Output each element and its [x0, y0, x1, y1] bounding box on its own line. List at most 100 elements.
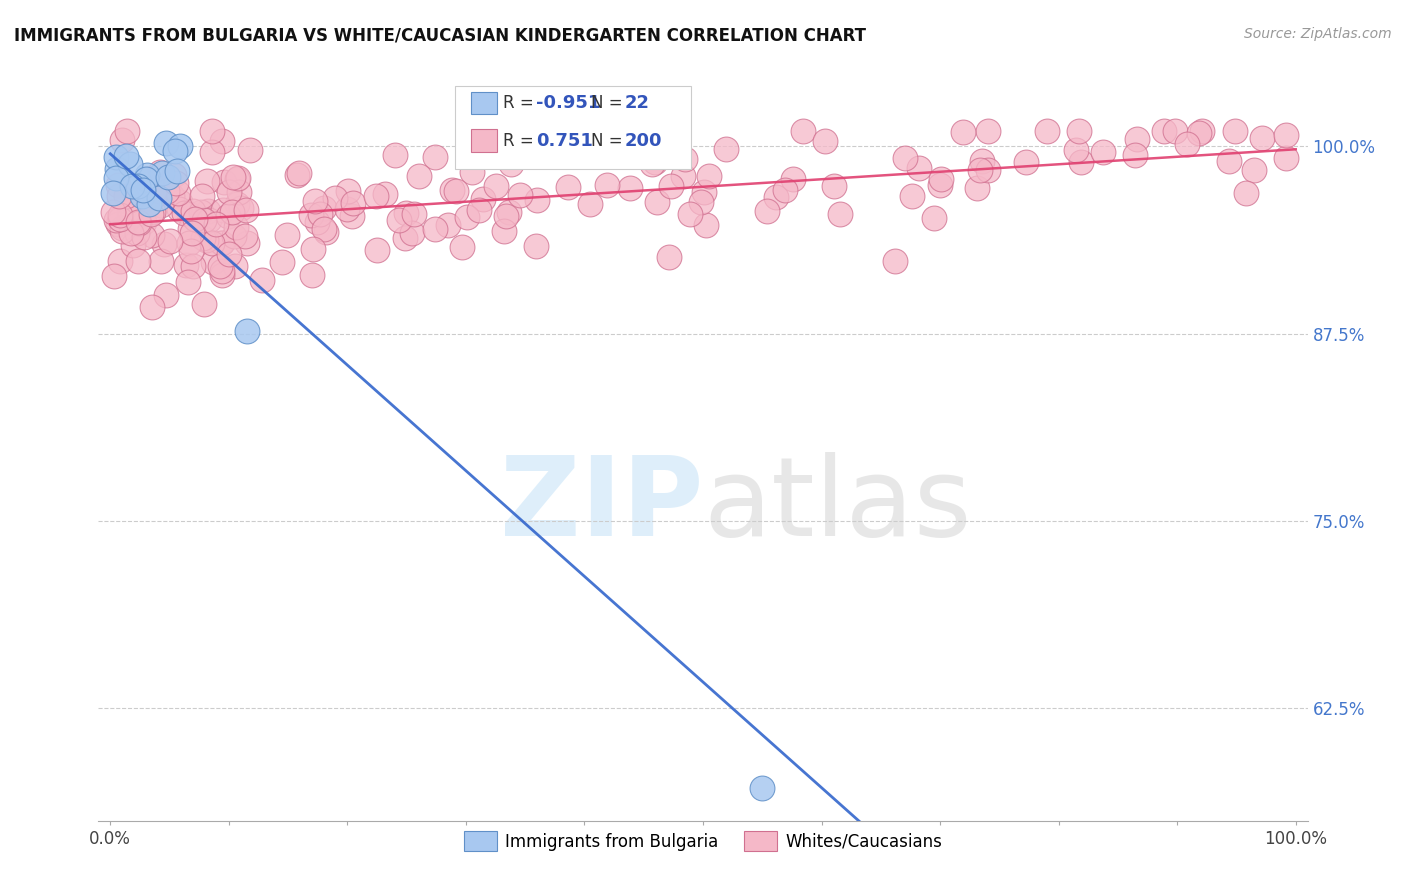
Point [222, 170, 245, 185]
Point [509, 188, 531, 202]
Point [1123, 148, 1146, 162]
Point [201, 145, 224, 159]
Point [103, 186, 125, 200]
Point [193, 213, 215, 227]
Point [657, 250, 679, 264]
Text: ZIP: ZIP [499, 452, 703, 559]
Point [828, 207, 851, 221]
Point [1064, 143, 1087, 157]
Point [105, 161, 128, 176]
Point [644, 155, 666, 169]
Point [156, 169, 179, 184]
Point [180, 244, 202, 258]
Point [193, 296, 215, 310]
Point [492, 224, 515, 238]
Point [695, 218, 717, 232]
Point [908, 161, 931, 176]
Point [524, 239, 547, 253]
Point [340, 209, 363, 223]
Point [366, 244, 388, 258]
Point [697, 169, 720, 183]
Point [201, 236, 224, 251]
Point [239, 143, 262, 157]
Point [1191, 124, 1213, 138]
Point [127, 254, 149, 268]
Point [177, 276, 200, 290]
Point [224, 229, 246, 244]
Point [104, 213, 127, 227]
Point [894, 152, 917, 166]
Text: -0.951: -0.951 [536, 95, 600, 112]
Point [716, 142, 738, 156]
Point [201, 255, 224, 269]
Point [468, 202, 491, 217]
Point [211, 134, 233, 148]
Point [1274, 128, 1296, 142]
Point [526, 193, 548, 207]
Point [1036, 124, 1059, 138]
Point [118, 210, 141, 224]
Point [162, 169, 184, 183]
Point [661, 179, 683, 194]
Text: IMMIGRANTS FROM BULGARIA VS WHITE/CAUCASIAN KINDERGARTEN CORRELATION CHART: IMMIGRANTS FROM BULGARIA VS WHITE/CAUCAS… [14, 27, 866, 45]
Point [195, 233, 218, 247]
Point [792, 124, 814, 138]
Point [121, 202, 143, 217]
Point [460, 165, 482, 179]
Point [342, 195, 364, 210]
Point [150, 166, 173, 180]
Point [225, 219, 247, 234]
Point [641, 157, 664, 171]
Point [218, 247, 240, 261]
Point [125, 226, 148, 240]
Point [751, 780, 773, 795]
Point [105, 151, 128, 165]
Point [1015, 155, 1038, 169]
Point [141, 227, 163, 242]
Point [966, 181, 988, 195]
Point [101, 204, 124, 219]
Point [388, 213, 411, 227]
Point [498, 205, 520, 219]
Point [132, 183, 155, 197]
Point [495, 209, 517, 223]
Point [169, 195, 191, 210]
Point [1070, 154, 1092, 169]
Point [169, 138, 191, 153]
Point [315, 225, 337, 239]
Point [108, 253, 131, 268]
Point [156, 184, 179, 198]
Point [195, 174, 218, 188]
Point [115, 124, 138, 138]
Point [423, 150, 446, 164]
Point [159, 234, 181, 248]
Point [167, 186, 190, 200]
Point [276, 228, 298, 243]
Point [107, 178, 129, 193]
Point [197, 203, 219, 218]
Point [121, 179, 143, 194]
Point [122, 238, 145, 252]
Point [679, 207, 702, 221]
Point [143, 188, 166, 202]
Point [501, 157, 523, 171]
Point [107, 217, 129, 231]
Point [1218, 153, 1240, 168]
Point [212, 203, 235, 218]
Point [135, 168, 157, 182]
Point [1274, 151, 1296, 165]
Point [408, 169, 430, 183]
Point [1126, 132, 1149, 146]
Point [977, 124, 1000, 138]
Point [233, 229, 256, 244]
Point [782, 171, 804, 186]
Point [690, 194, 713, 209]
Point [374, 186, 396, 201]
Point [1251, 131, 1274, 145]
Point [1067, 124, 1090, 138]
Point [775, 183, 797, 197]
Text: 0.751: 0.751 [536, 132, 593, 150]
Point [977, 162, 1000, 177]
FancyBboxPatch shape [471, 92, 498, 114]
Point [444, 184, 467, 198]
